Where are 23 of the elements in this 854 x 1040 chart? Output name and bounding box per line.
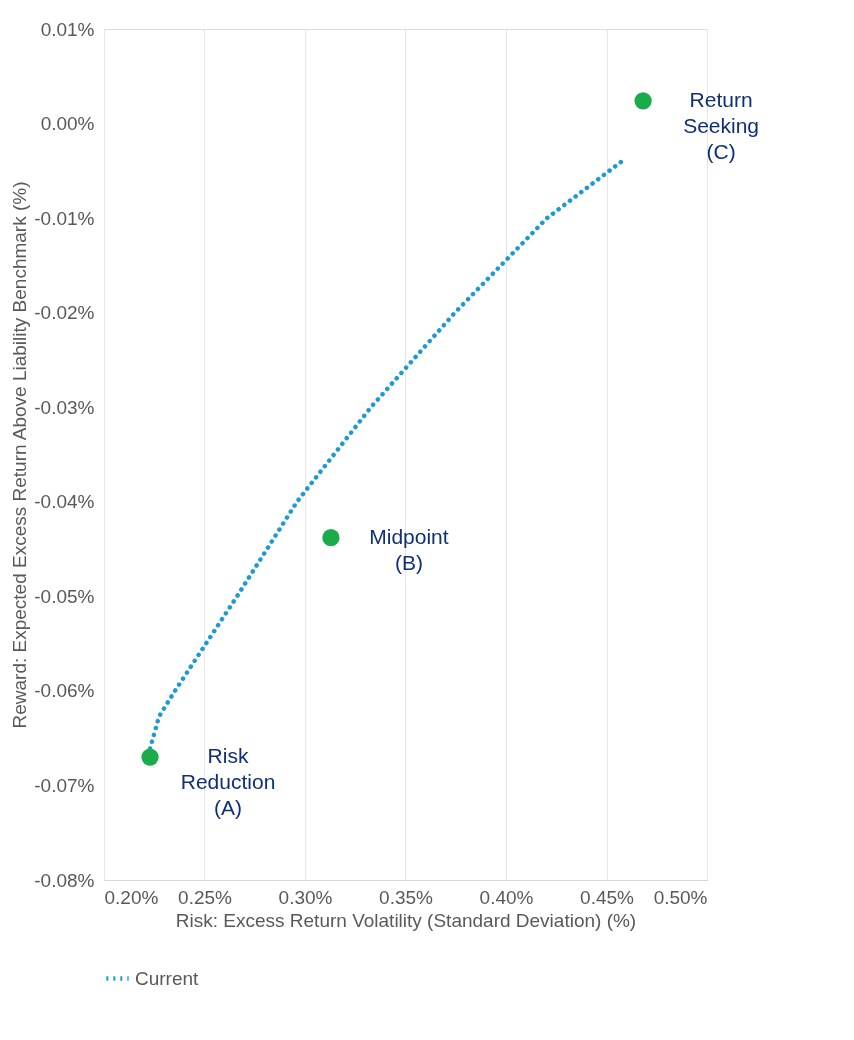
annotation: Midpoint (B) xyxy=(369,524,449,574)
legend-label: Current xyxy=(135,967,200,989)
y-tick-label: -0.05% xyxy=(34,585,95,607)
y-tick-label: -0.02% xyxy=(34,302,95,324)
x-tick-label: 0.20% xyxy=(104,886,159,908)
x-tick-label: 0.40% xyxy=(479,886,534,908)
x-tick-label: 0.50% xyxy=(653,886,708,908)
y-tick-label: 0.00% xyxy=(40,113,95,135)
y-tick-label: -0.06% xyxy=(34,680,95,702)
annotation: Risk Reduction (A) xyxy=(180,744,276,820)
y-tick-label: -0.07% xyxy=(34,774,95,796)
x-axis-title: Risk: Excess Return Volatility (Standard Deviation) (%) xyxy=(175,909,637,931)
y-tick-label: 0.01% xyxy=(40,18,95,40)
x-tick-label: 0.30% xyxy=(278,886,333,908)
annotation: Return Seeking (C) xyxy=(683,87,760,163)
x-tick-label: 0.25% xyxy=(178,886,233,908)
y-tick-label: -0.08% xyxy=(34,869,95,891)
x-tick-label: 0.45% xyxy=(580,886,635,908)
x-tick-label: 0.35% xyxy=(379,886,434,908)
y-axis-title: Reward: Expected Excess Return Above Liability Benchmark (%) xyxy=(9,181,31,729)
y-tick-label: -0.04% xyxy=(34,491,95,513)
y-tick-label: -0.03% xyxy=(34,396,95,418)
y-tick-label: -0.01% xyxy=(34,207,95,229)
